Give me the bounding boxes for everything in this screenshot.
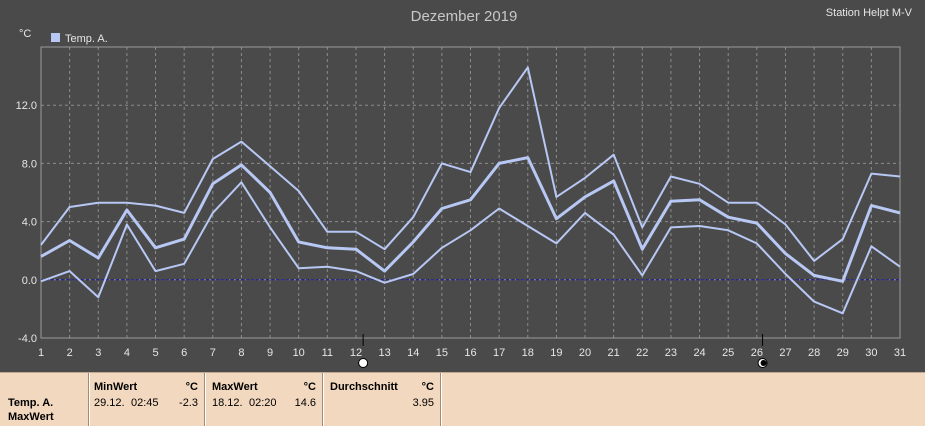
chart-title: Dezember 2019 xyxy=(411,8,518,25)
x-tick-label: 4 xyxy=(124,347,130,359)
y-tick-label: 0.0 xyxy=(22,275,37,287)
x-tick-label: 25 xyxy=(722,347,734,359)
x-tick-label: 6 xyxy=(181,347,187,359)
x-tick-label: 9 xyxy=(267,347,273,359)
chart-area: Dezember 2019 Station Helpt M-V °C Temp.… xyxy=(15,7,913,368)
series-line-max xyxy=(40,66,901,262)
x-tick-label: 23 xyxy=(665,347,677,359)
stats-panel: Temp. A. MaxWert MinWert °C 29.12. 02:45… xyxy=(0,372,925,426)
avg-value: 3.95 xyxy=(412,397,434,409)
y-tick-label: 8.0 xyxy=(22,158,37,170)
min-unit: °C xyxy=(185,381,198,393)
x-tick-label: 18 xyxy=(522,347,534,359)
stats-row-label: Temp. A. xyxy=(8,397,54,409)
x-tick-label: 21 xyxy=(608,347,620,359)
x-tick-label: 3 xyxy=(95,347,101,359)
series-line-min xyxy=(40,181,901,315)
max-date: 18.12. xyxy=(212,397,243,409)
x-tick-label: 29 xyxy=(837,347,849,359)
station-name: Station Helpt M-V xyxy=(826,7,913,19)
average-box: Durchschnitt °C 3.95 xyxy=(324,373,440,426)
x-tick-label: 28 xyxy=(808,347,820,359)
series-line-mean xyxy=(40,156,901,283)
x-tick-label: 10 xyxy=(293,347,305,359)
plot-frame xyxy=(40,46,901,339)
x-tick-label: 2 xyxy=(67,347,73,359)
avg-header: Durchschnitt xyxy=(330,381,398,393)
separator xyxy=(322,373,324,426)
x-tick-label: 27 xyxy=(779,347,791,359)
x-tick-label: 30 xyxy=(865,347,877,359)
min-value: -2.3 xyxy=(179,397,198,409)
x-tick-label: 1 xyxy=(38,347,44,359)
max-value-box: MaxWert °C 18.12. 02:20 14.6 xyxy=(206,373,322,426)
max-value: 14.6 xyxy=(294,397,316,409)
x-tick-label: 11 xyxy=(322,347,333,359)
x-tick-label: 17 xyxy=(493,347,505,359)
separator xyxy=(204,373,206,426)
legend-swatch xyxy=(51,33,60,42)
y-tick-label: 12.0 xyxy=(16,100,37,112)
max-header: MaxWert xyxy=(212,381,258,393)
filled-circle-dot-icon xyxy=(760,360,767,366)
min-date: 29.12. xyxy=(94,397,125,409)
x-tick-label: 5 xyxy=(152,347,158,359)
separator xyxy=(88,373,90,426)
max-time: 02:20 xyxy=(249,397,277,409)
x-tick-label: 31 xyxy=(894,347,906,359)
legend-label: Temp. A. xyxy=(65,33,108,45)
x-tick-label: 13 xyxy=(378,347,390,359)
x-tick-label: 7 xyxy=(210,347,216,359)
stats-row-sub: MaxWert xyxy=(8,411,54,423)
x-tick-label: 8 xyxy=(238,347,244,359)
min-header: MinWert xyxy=(94,381,138,393)
open-circle-icon xyxy=(358,358,369,368)
x-tick-label: 22 xyxy=(636,347,648,359)
x-tick-label: 14 xyxy=(407,347,419,359)
max-unit: °C xyxy=(303,381,316,393)
x-tick-label: 19 xyxy=(550,347,562,359)
x-tick-label: 16 xyxy=(464,347,476,359)
x-tick-label: 26 xyxy=(751,347,763,359)
y-tick-label: 4.0 xyxy=(22,217,37,229)
min-time: 02:45 xyxy=(131,397,159,409)
x-tick-label: 15 xyxy=(436,347,448,359)
y-axis-unit: °C xyxy=(19,28,31,40)
temperature-chart: Dezember 2019 Station Helpt M-V °C Temp.… xyxy=(16,7,913,368)
stats-row-label-box: Temp. A. MaxWert xyxy=(0,373,88,426)
separator xyxy=(440,373,442,426)
y-tick-label: -4.0 xyxy=(18,333,37,345)
x-tick-label: 12 xyxy=(350,347,362,359)
min-value-box: MinWert °C 29.12. 02:45 -2.3 xyxy=(90,373,204,426)
avg-unit: °C xyxy=(421,381,434,393)
x-tick-label: 20 xyxy=(579,347,591,359)
x-tick-label: 24 xyxy=(693,347,705,359)
